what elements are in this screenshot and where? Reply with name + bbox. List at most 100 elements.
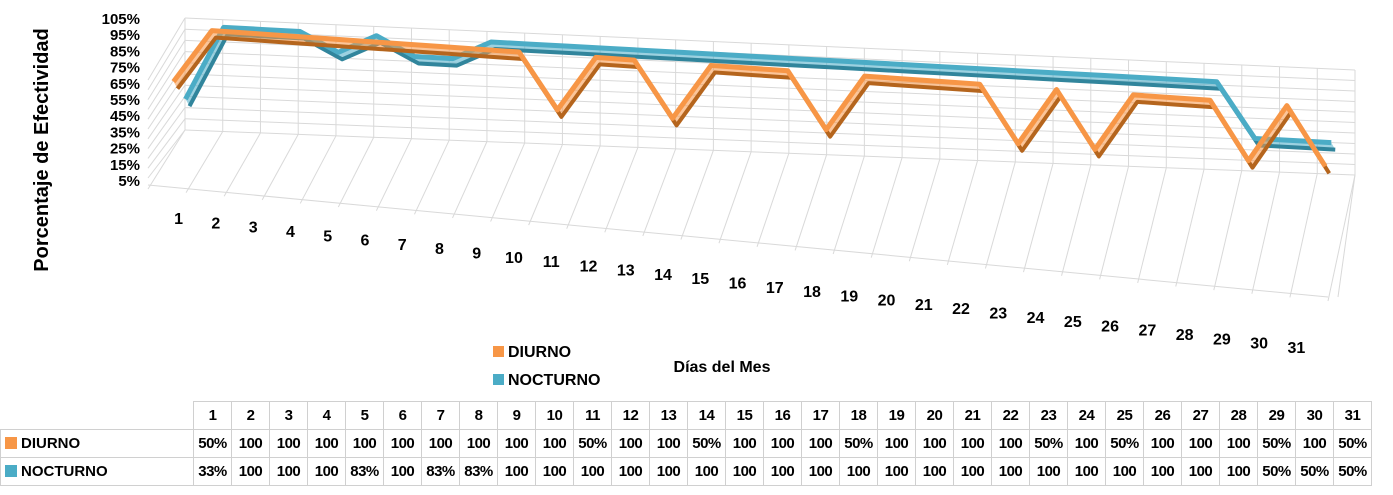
data-table-cell: 100 [915,429,954,458]
y-tick-label: 95% [110,27,140,44]
x-axis-title: Días del Mes [674,359,771,376]
x-tick-label: 1 [174,211,183,228]
data-table-cell: 50% [839,429,878,458]
legend-swatch-nocturno [493,374,504,385]
data-table-cell: 100 [1067,457,1106,486]
data-table-header-cell: 31 [1333,401,1372,430]
gridline-floor [490,142,526,222]
x-tick-label: 16 [729,276,747,293]
data-table-cell: 100 [1067,429,1106,458]
gridline-floor [1289,173,1318,298]
data-table-cell: 100 [1105,457,1144,486]
gridline-floor [1137,167,1167,284]
data-table-cell: 100 [877,429,916,458]
gridline-floor [756,153,790,247]
gridline-floor [642,148,677,237]
gridline-back [184,129,1356,176]
y-tick-label: 105% [102,11,140,28]
x-tick-label: 14 [654,267,672,284]
data-table-row-nocturno: NOCTURNO 33% 100 100 100 83% 100 83% 83% 100 100 1… [0,457,1372,486]
data-table-cell: 100 [535,457,574,486]
data-table-row-diurno: DIURNO 50% 100 100 100 100 100 100 100 100 100 50%… [0,429,1372,458]
data-table-cell: 100 [269,457,308,486]
gridline-side [147,17,186,81]
data-table-row-label: DIURNO [0,429,194,458]
x-tick-label: 6 [360,233,369,250]
data-table-cell: 100 [307,429,346,458]
gridline-floor [261,134,299,201]
gridline-floor [299,135,337,204]
data-table-cell: 100 [763,457,802,486]
data-table-cell: 100 [383,429,422,458]
x-tick-label: 9 [472,245,481,262]
data-table-header-cell: 10 [535,401,574,430]
gridline-side [147,107,186,159]
data-table-header-cell: 20 [915,401,954,430]
data-table-cell: 100 [345,429,384,458]
data-table-cell: 50% [1295,457,1334,486]
gridline-back [184,118,1356,165]
gridline-side [147,118,186,169]
x-tick-label: 11 [543,254,560,271]
data-table-cell: 100 [1219,457,1258,486]
x-tick-label: 7 [398,237,407,254]
data-table-header-cell: 12 [611,401,650,430]
gridline-side [147,51,186,110]
x-tick-label: 24 [1027,310,1045,327]
data-table-header-cell: 27 [1181,401,1220,430]
data-table-cell: 50% [573,429,612,458]
x-axis-tick-labels: 1 2 3 4 5 6 7 8 9 10 11 12 13 14 15 16 17 18 19 20 21 22 23 24 2… [174,211,1305,357]
data-table-corner [0,401,194,430]
data-table-cell: 83% [421,457,460,486]
data-table-header-cell: 1 [193,401,232,430]
gridline-side [147,96,186,149]
gridline-floor [680,150,714,240]
data-table-header-cell: 15 [725,401,764,430]
data-table-cell: 100 [231,429,270,458]
gridline-floor [147,129,186,190]
data-table-cell: 50% [1333,429,1372,458]
gridline-back [184,95,1356,144]
chart-legend: DIURNO NOCTURNO [493,344,600,389]
x-tick-label: 3 [249,220,258,237]
x-tick-label: 19 [840,288,858,305]
data-table-cell: 100 [1295,429,1334,458]
data-table-cell: 50% [1333,457,1372,486]
gridline-floor [908,158,941,262]
data-table-header-cell: 25 [1105,401,1144,430]
data-table-cell: 100 [877,457,916,486]
gridline-floor [1023,163,1054,273]
data-table-header-cell: 24 [1067,401,1106,430]
chart-series [171,24,1336,175]
x-tick-label: 10 [505,250,523,267]
data-table-header-cell: 13 [649,401,688,430]
gridline-floor [984,161,1016,269]
data-table-header-cell: 30 [1295,401,1334,430]
y-tick-label: 35% [110,124,140,141]
x-tick-label: 28 [1176,327,1194,344]
gridline-floor [946,160,979,266]
gridline-side [147,40,186,100]
gridline-floor [1175,169,1205,287]
data-table-cell: 100 [953,429,992,458]
data-table-cell: 100 [1143,429,1182,458]
data-table-cell: 100 [725,429,764,458]
data-table-header-cell: 11 [573,401,612,430]
data-table-cell: 33% [193,457,232,486]
x-tick-label: 26 [1101,318,1119,335]
legend-swatch-diurno [493,346,504,357]
floor-edge [1337,174,1356,298]
data-table-cell: 50% [193,429,232,458]
data-table-cell: 50% [1105,429,1144,458]
gridline-floor [604,147,639,233]
data-table-cell: 100 [1029,457,1068,486]
series-ribbon-shadow [175,35,1331,175]
y-axis-title: Porcentaje de Efectividad [31,28,53,271]
data-table-cell: 100 [573,457,612,486]
data-table-header-cell: 8 [459,401,498,430]
gridline-floor [413,139,450,215]
data-table-header-cell: 18 [839,401,878,430]
data-table-cell: 50% [1029,429,1068,458]
row-label-text: NOCTURNO [21,463,108,480]
x-tick-label: 27 [1138,323,1156,340]
